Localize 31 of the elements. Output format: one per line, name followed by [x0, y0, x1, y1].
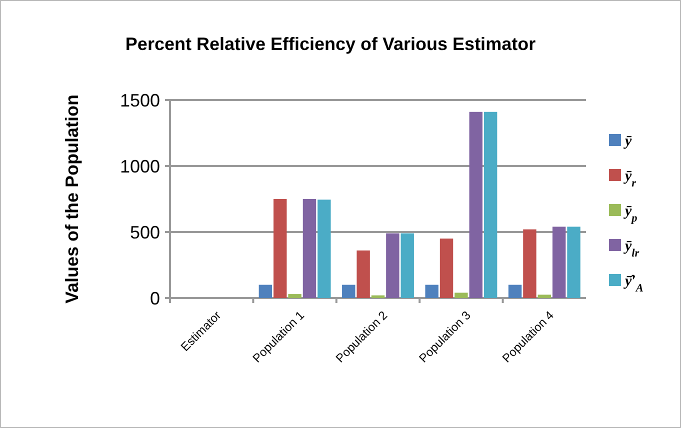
bar	[318, 200, 331, 298]
bar	[274, 199, 287, 298]
bar	[538, 294, 552, 298]
bar	[288, 294, 302, 298]
bar	[371, 295, 385, 298]
bar	[523, 229, 536, 298]
legend-label: ȳ$_{lr}$	[623, 238, 640, 260]
y-axis-title: Values of the Population	[62, 94, 82, 304]
y-tick-label: 500	[130, 222, 160, 242]
legend-label: ȳ̂′$_{A}$	[623, 273, 644, 294]
y-tick-label: 0	[150, 288, 160, 308]
y-tick-label: 1500	[120, 90, 160, 110]
y-tick-label: 1000	[120, 156, 160, 176]
legend-label: ȳ	[623, 133, 632, 150]
bar	[356, 250, 370, 298]
legend-label: ȳ$_{p}$	[623, 203, 638, 224]
bar	[400, 233, 414, 298]
bar	[425, 284, 438, 298]
bar	[342, 284, 356, 298]
bar	[508, 284, 522, 298]
bar	[258, 284, 272, 298]
bar	[567, 226, 580, 298]
bar	[302, 199, 316, 298]
bar	[469, 112, 482, 298]
bar	[440, 238, 454, 298]
bar	[386, 233, 400, 298]
legend-label: ȳ$_{r}$	[623, 168, 637, 190]
chart-title: Percent Relative Efficiency of Various Estimator	[125, 34, 536, 54]
bar	[454, 292, 468, 298]
bar	[484, 112, 498, 298]
bar	[552, 226, 566, 298]
